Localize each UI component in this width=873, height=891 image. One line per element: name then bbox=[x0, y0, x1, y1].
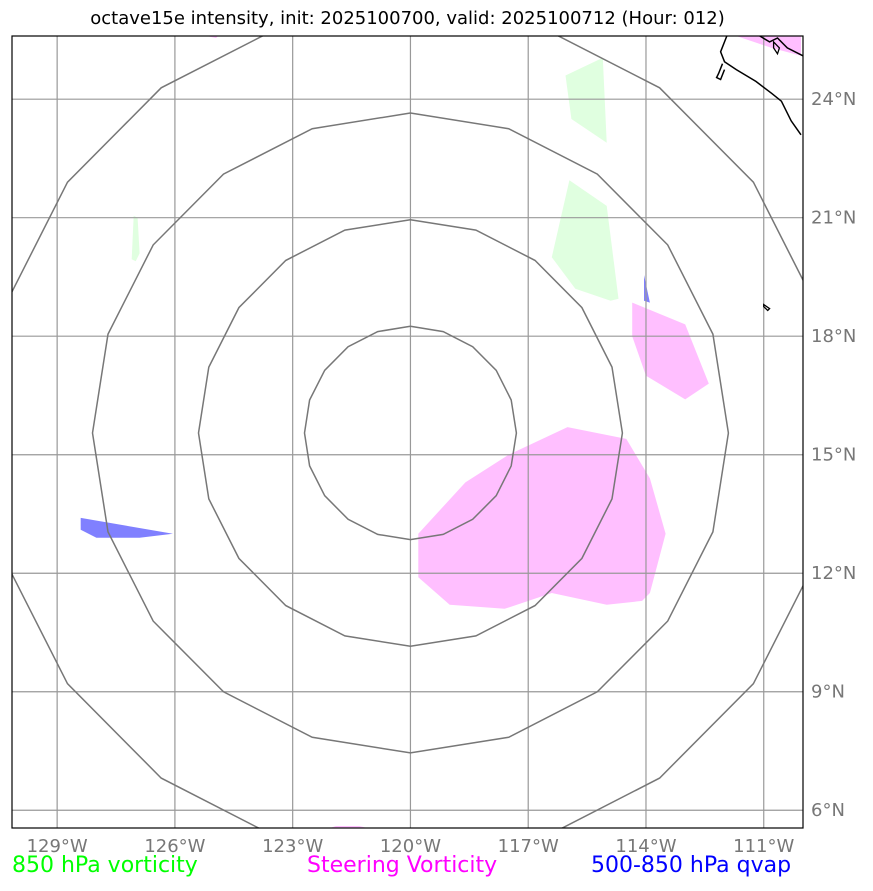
range-ring-0 bbox=[303, 325, 518, 541]
vort850-region-1 bbox=[131, 215, 140, 262]
x-tick-label: 129°W bbox=[27, 836, 88, 857]
chart-title: octave15e intensity, init: 2025100700, v… bbox=[90, 8, 725, 29]
island-1 bbox=[772, 40, 781, 56]
vort850-region-2 bbox=[551, 180, 619, 301]
y-tick-label: 15°N bbox=[811, 445, 856, 466]
x-tick-label: 120°W bbox=[380, 836, 441, 857]
range-ring-2 bbox=[91, 112, 730, 754]
y-tick-label: 9°N bbox=[811, 682, 845, 703]
tick-labels: 129°W 126°W 123°W 120°W 117°W 114°W 111°W 6°N 9°… bbox=[27, 89, 857, 857]
shaded-fields bbox=[80, 36, 801, 828]
coastline-0 bbox=[758, 36, 803, 57]
steering-region-3 bbox=[736, 36, 801, 56]
x-tick-label: 123°W bbox=[262, 836, 323, 857]
coastlines bbox=[715, 36, 803, 312]
range-ring-3 bbox=[12, 36, 803, 828]
y-tick-label: 24°N bbox=[811, 89, 856, 110]
x-tick-label: 114°W bbox=[615, 836, 676, 857]
coastline-1 bbox=[719, 36, 802, 136]
x-tick-label: 117°W bbox=[498, 836, 559, 857]
range-rings bbox=[12, 36, 803, 828]
coastline-2 bbox=[715, 63, 726, 81]
y-tick-label: 21°N bbox=[811, 208, 856, 229]
y-tick-label: 18°N bbox=[811, 326, 856, 347]
qvap-region-0 bbox=[80, 517, 173, 538]
y-tick-label: 6°N bbox=[811, 800, 845, 821]
legend-850-vorticity: 850 hPa vorticity bbox=[12, 853, 198, 878]
qvap-region-1 bbox=[644, 275, 650, 303]
range-ring-1 bbox=[197, 218, 624, 648]
vort850-region-0 bbox=[565, 57, 607, 143]
y-tick-label: 12°N bbox=[811, 563, 856, 584]
plot-frame bbox=[11, 35, 804, 829]
island-0 bbox=[763, 303, 771, 312]
legend-qvap: 500-850 hPa qvap bbox=[591, 853, 792, 878]
gridlines bbox=[12, 36, 803, 828]
legend-steering-vorticity: Steering Vorticity bbox=[307, 853, 498, 878]
x-tick-label: 111°W bbox=[733, 836, 794, 857]
steering-region-0 bbox=[632, 302, 709, 400]
steering-region-1 bbox=[418, 427, 666, 609]
x-tick-label: 126°W bbox=[144, 836, 205, 857]
